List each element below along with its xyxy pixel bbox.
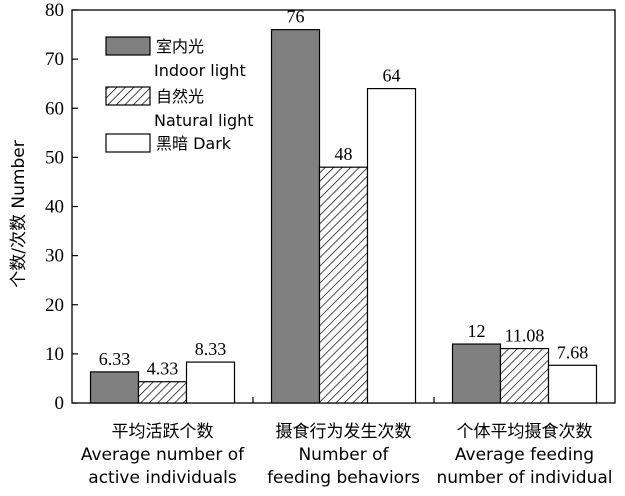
data-label: 48 [335,144,353,164]
x-category-label: 平均活跃个数 [112,422,214,442]
x-category-label: Average number of [81,445,245,465]
x-category-label: number of individual [436,468,612,488]
y-tick-label: 20 [45,295,64,316]
x-axis-labels: 平均活跃个数 Average number of active individual… [81,422,613,488]
legend-label-indoor: Indoor light [154,61,246,80]
plot-area: 0 10 20 30 40 50 60 70 80 6.33 4.33 8.33 76 48 64 12 11.… [45,0,616,414]
y-tick-label: 50 [45,147,64,168]
x-category-label: active individuals [88,468,237,488]
y-tick-label: 40 [45,197,64,218]
y-tick-label: 60 [45,98,64,119]
legend-swatch-dark [105,133,151,153]
data-label: 8.33 [195,339,227,359]
bar [499,347,550,404]
bar [366,87,417,404]
y-tick-label: 0 [55,393,65,414]
bar [270,29,321,404]
y-tick-label: 10 [45,344,64,365]
bar [185,361,236,404]
legend-label-natural: 自然光 [156,87,204,106]
y-tick-label: 80 [45,0,64,21]
legend-label-indoor: 室内光 [156,37,204,56]
legend-swatch-natural [105,86,151,106]
bar [137,381,188,404]
x-category-label: Number of [298,445,389,465]
x-category-label: 摄食行为发生次数 [276,422,412,442]
y-tick-label: 30 [45,246,64,267]
data-label: 64 [383,66,401,86]
legend-swatch-indoor [105,36,151,56]
data-label: 12 [468,321,486,341]
data-label: 76 [287,7,305,27]
x-category-label: 个体平均摄食次数 [457,422,593,442]
y-axis-label: 个数/次数 Number [9,140,29,287]
data-label: 6.33 [99,349,131,369]
x-category-label: Average feeding [455,445,594,465]
legend-label-natural: Natural light [154,111,254,130]
bar [89,371,140,404]
legend: 室内光 Indoor light 自然光 Natural light 黑暗 Dark [105,36,254,153]
data-label: 7.68 [557,342,589,362]
bar [547,364,598,404]
bar [451,343,502,404]
x-category-label: feeding behaviors [267,468,420,488]
data-label: 4.33 [147,359,179,379]
legend-label-dark: 黑暗 Dark [156,134,232,153]
data-label: 11.08 [505,326,545,346]
y-tick-label: 70 [45,49,64,70]
bar [318,166,369,404]
